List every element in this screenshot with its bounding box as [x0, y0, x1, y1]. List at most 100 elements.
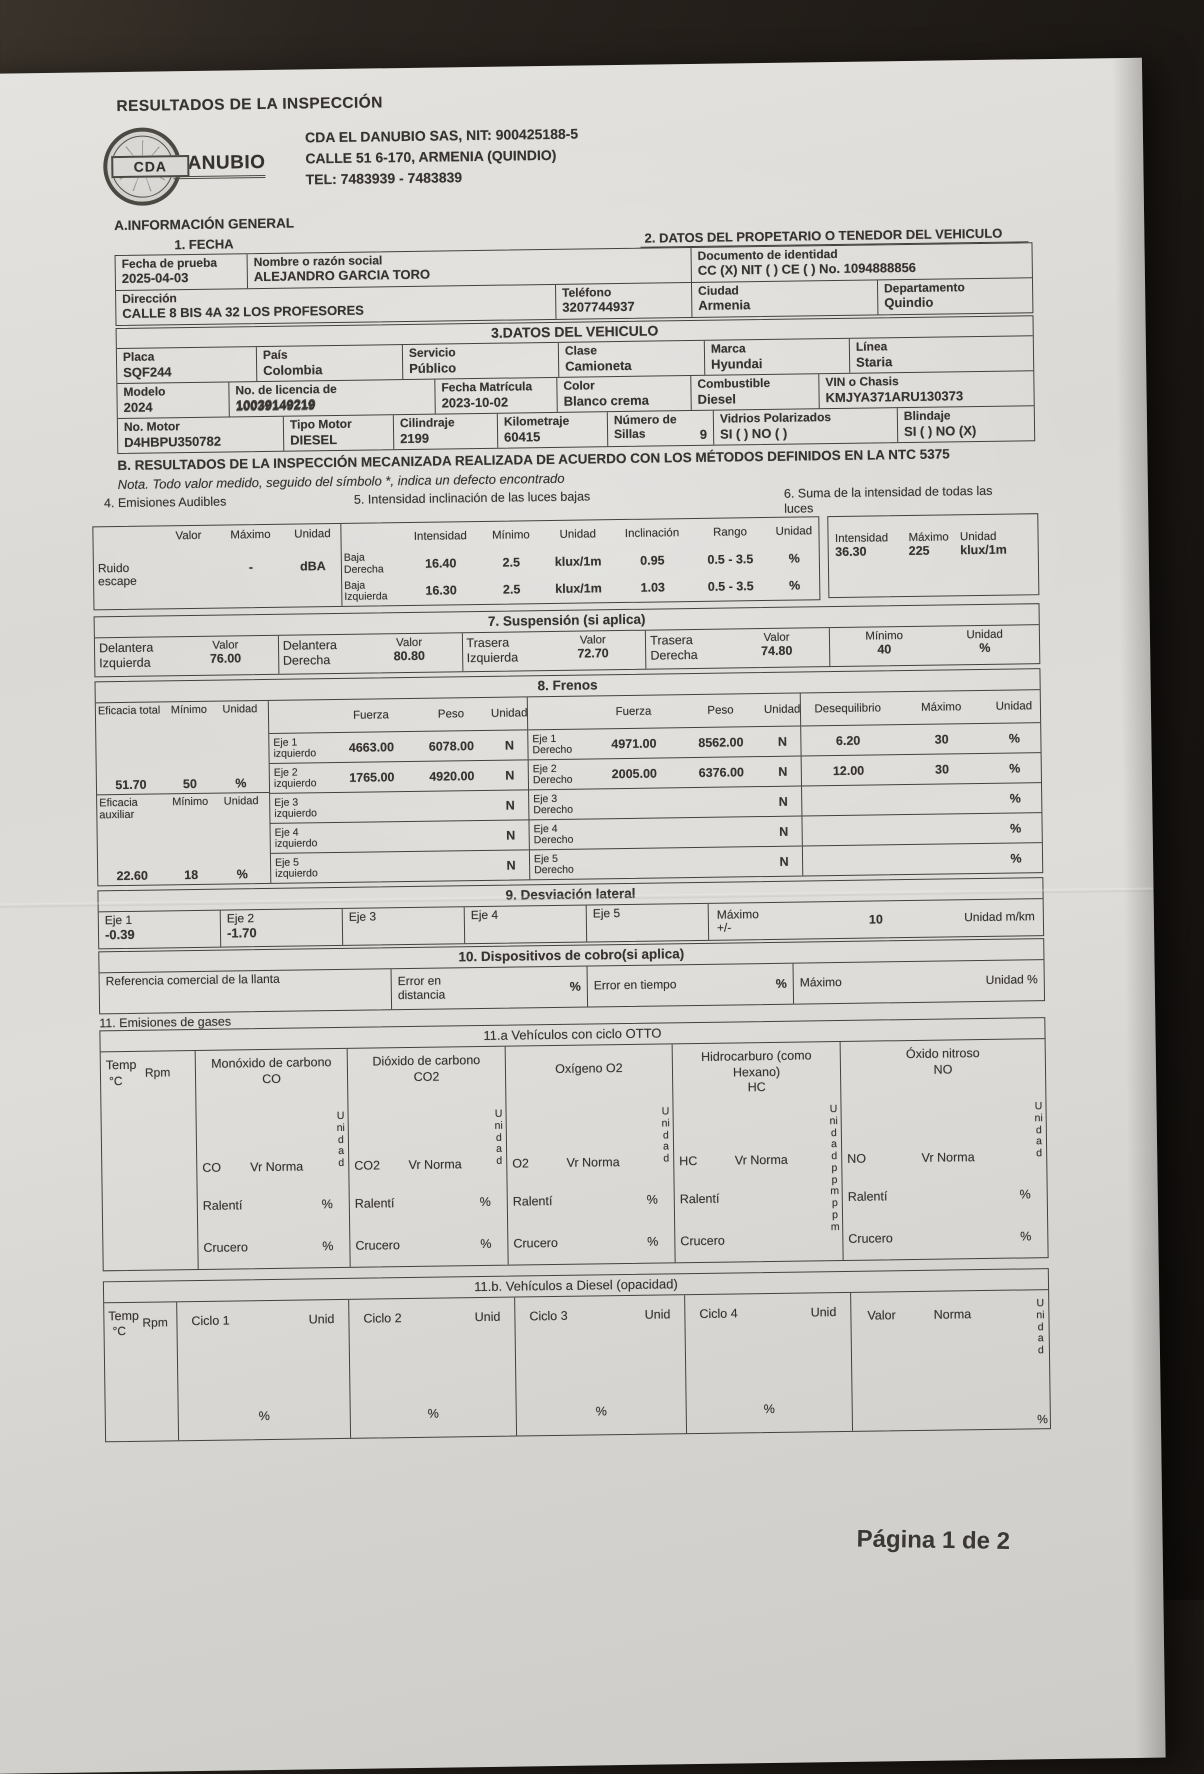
gas-name: Hidrocarburo (como Hexano) HC: [700, 1048, 812, 1095]
ciclo-label: Ciclo 1: [191, 1313, 230, 1329]
valor-header: Valor: [175, 529, 202, 543]
ruido-escape-label: Ruido escape: [97, 560, 137, 589]
maximo-sign: +/-: [716, 920, 732, 935]
vehicle-data-table: 3.DATOS DEL VEHICULO Placa SQF244 País C…: [115, 315, 1036, 455]
vidrios-cell: Vidrios Polarizados SI ( ) NO ( ): [713, 408, 899, 445]
valor-value: 74.80: [761, 643, 793, 659]
ciclo-unidad: %: [595, 1404, 607, 1419]
ejes-derechos-column: Fuerza Peso Unidad Eje 1 Derecho 4971.00…: [527, 693, 804, 880]
ralenti-row: Ralentí %: [842, 1173, 1047, 1218]
fuerza-header: Fuerza: [353, 709, 389, 722]
unid-label: Unid: [810, 1305, 837, 1320]
nombre-cell: Nombre o razón social ALEJANDRO GARCIA T…: [247, 247, 692, 289]
eje2-cell: Eje 2 -1.70: [220, 908, 344, 947]
eje-label: Eje 4 Derecho: [533, 822, 574, 846]
maximo-value: [897, 858, 990, 859]
valor-value: 80.80: [393, 648, 426, 664]
company-phone: TEL: 7483939 - 7483839: [305, 169, 463, 188]
combustible-value: Diesel: [697, 390, 737, 407]
company-address: CALLE 51 6-170, ARMENIA (QUINDIO): [305, 146, 557, 167]
gas-name: Oxígeno O2: [555, 1061, 623, 1077]
temp-rpm-cell: Temp Rpm °C: [100, 1051, 199, 1271]
modelo-cell: Modelo 2024: [117, 382, 230, 419]
motor-cell: No. Motor D4HBPU350782: [117, 416, 285, 454]
crucero-label: Crucero: [680, 1233, 725, 1249]
temp-unit-label: °C: [108, 1074, 123, 1089]
eje-label: Eje 1 Derecho: [532, 732, 573, 756]
header-row: Fuerza Peso Unidad: [269, 697, 528, 733]
unidad-value: %: [1009, 760, 1021, 776]
fuerza-value: 1765.00: [349, 769, 395, 785]
frenos-grid: Eficacia total Mínimo Unidad 51.70 50 % …: [95, 690, 1043, 886]
diesel-body: Temp Rpm °C Ciclo 1 Unid % Ciclo 2 Unid …: [104, 1290, 1050, 1442]
peso-value: [413, 835, 493, 836]
vr-norma-label: Vr Norma: [734, 1152, 788, 1168]
eje4-izquierdo-row: Eje 4 izquierdo N: [270, 819, 529, 853]
ralenti-label: Ralentí: [512, 1194, 553, 1209]
ralenti-label: Ralentí: [847, 1189, 888, 1204]
diesel-table: 11.b. Vehículos a Diesel (opacidad) Temp…: [102, 1268, 1052, 1443]
eje5-derecho-row: Eje 5 Derecho N: [529, 845, 803, 880]
eficacia-auxiliar-unidad: %: [236, 867, 248, 882]
error-distancia-cell: Error en distancia %: [391, 966, 589, 1010]
minimo-value: 2.5: [502, 582, 521, 598]
co-column: Monóxido de carbono CO CO Vr Norma Ralen…: [195, 1048, 351, 1270]
vr-norma-label: Vr Norma: [408, 1157, 462, 1173]
delantera-izquierda-cell: Delantera Izquierda Valor 76.00: [94, 635, 280, 677]
crucero-unidad: %: [480, 1236, 492, 1252]
placa-value: SQF244: [123, 363, 172, 380]
gas-symbol: NO: [847, 1151, 867, 1166]
peso-value: 8562.00: [698, 734, 744, 750]
vr-norma-label: Vr Norma: [250, 1159, 304, 1175]
document-sheet: RESULTADOS DE LA INSPECCIÓN CDA DANUBIO …: [0, 57, 1166, 1774]
unidad-value: N: [505, 798, 515, 813]
unidad-value: %: [1009, 820, 1022, 836]
desequilibrio-value: [803, 830, 896, 831]
crucero-unidad: %: [647, 1234, 659, 1249]
suma-luces-table: Intensidad Máximo Unidad 36.30 225 klux/…: [827, 513, 1040, 599]
error-distancia-unidad: %: [569, 979, 581, 994]
unidad-header: Unidad: [223, 794, 259, 808]
unidad-vertical: Unidad: [494, 1107, 503, 1167]
maximo-value: 30: [934, 761, 950, 777]
gases-otto-table: 11.a Vehículos con ciclo OTTO Temp Rpm °…: [99, 1017, 1049, 1272]
direccion-cell: Dirección CALLE 8 BIS 4A 32 LOS PROFESOR…: [116, 284, 557, 326]
peso-value: [679, 862, 766, 863]
header-row: Desequilibrio Máximo Unidad: [801, 690, 1040, 725]
o2-column: Oxígeno O2 O2 Vr Norma Ralentí % Crucero…: [505, 1044, 676, 1265]
fuerza-header: Fuerza: [615, 705, 652, 719]
gas-name: Dióxido de carbono CO2: [372, 1053, 481, 1084]
unidad-value: N: [778, 764, 788, 779]
crucero-label: Crucero: [513, 1235, 558, 1251]
vr-norma-label: Vr Norma: [566, 1155, 620, 1170]
unidad-value: %: [1009, 790, 1021, 806]
blindaje-checkboxes: SI ( ) NO (X): [903, 422, 977, 439]
valor-norma-column: Valor Norma Unidad %: [851, 1290, 1050, 1431]
temp-label: Temp: [105, 1057, 137, 1073]
unidad-header: Unidad: [995, 700, 1033, 713]
unidad-header: Unidad: [294, 528, 331, 541]
desequilibrio-row: %: [802, 842, 1043, 876]
photo-of-inspection-document: { "colors": {"ink":"#35322f","paper":"#d…: [0, 0, 1204, 1600]
eficacia-total-minimo: 50: [182, 776, 197, 791]
eje-label: Eje 5 Derecho: [533, 852, 574, 876]
eficacia-auxiliar-minimo: 18: [184, 867, 199, 883]
unidad-header: Unidad: [959, 530, 997, 544]
vin-value: KMJYA371ARU130373: [825, 387, 964, 405]
desequilibrio-value: [803, 860, 896, 861]
trasera-izquierda-label: Trasera Izquierda: [466, 635, 519, 666]
crucero-unidad: %: [322, 1239, 334, 1254]
crucero-label: Crucero: [848, 1231, 893, 1246]
unidad-ppm-vertical: Unidadppmppm: [829, 1103, 840, 1233]
fuerza-value: 4971.00: [611, 736, 657, 751]
ciclo2-column: Ciclo 2 Unid %: [349, 1297, 518, 1438]
gas-sym-row: CO Vr Norma: [196, 1107, 348, 1185]
fuerza-value: [591, 803, 678, 804]
marca-value: Hyundai: [711, 355, 763, 372]
crucero-row: Crucero %: [350, 1223, 508, 1267]
tipo-motor-label: Tipo Motor: [289, 416, 352, 432]
unidad-value: N: [506, 858, 516, 873]
minimo-header: Mínimo: [172, 795, 209, 808]
peso-value: 4920.00: [429, 768, 475, 784]
unidad-value: klux/1m: [960, 542, 1007, 558]
